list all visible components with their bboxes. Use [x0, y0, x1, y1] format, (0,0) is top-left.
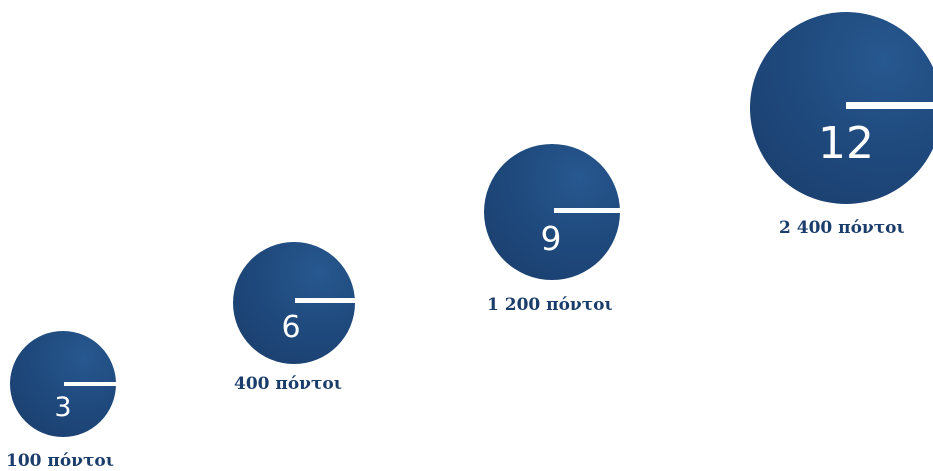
tier-number: 9 [540, 219, 562, 258]
tier-points-label: 100 πόντοι [6, 451, 114, 471]
tier-number: 6 [281, 310, 301, 345]
tier-number: 3 [54, 392, 72, 423]
tier-circle: 12 [750, 12, 933, 204]
tier-points-label: 2 400 πόντοι [779, 218, 905, 238]
tier-circle: 6 [233, 242, 355, 364]
tier-bar [64, 382, 116, 386]
tier-bar [554, 208, 620, 213]
tier-circle: 3 [10, 331, 116, 437]
tier-circle: 9 [484, 144, 620, 280]
tier-bar [846, 102, 933, 109]
tier-points-label: 1 200 πόντοι [487, 295, 613, 315]
tier-points-label: 400 πόντοι [234, 374, 342, 394]
tier-bar [295, 298, 355, 303]
tier-number: 12 [818, 118, 874, 169]
